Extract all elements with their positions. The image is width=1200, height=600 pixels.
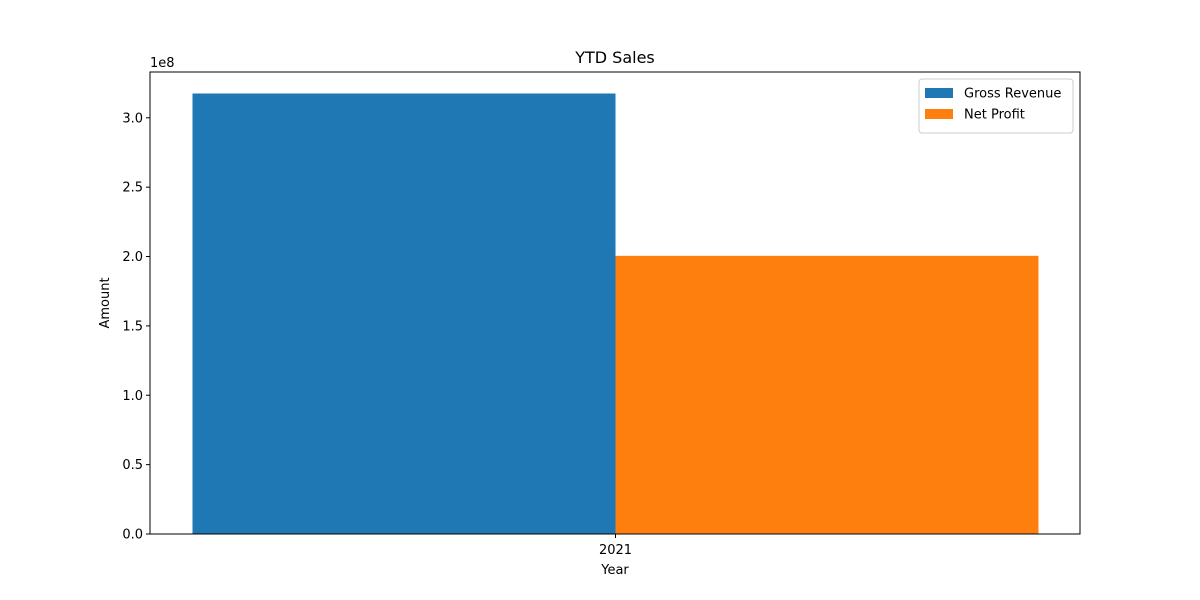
y-tick-label: 3.0	[122, 111, 143, 126]
y-tick-label: 1.0	[122, 389, 143, 404]
chart-title: YTD Sales	[574, 48, 655, 67]
y-tick-label: 0.0	[122, 528, 143, 543]
bars-layer	[192, 93, 1039, 534]
bar-net-profit-2021	[615, 255, 1039, 534]
legend-label: Gross Revenue	[964, 87, 1061, 102]
legend: Gross Revenue Net Profit	[918, 78, 1074, 134]
legend-swatch	[925, 109, 953, 119]
x-tick-label: 2021	[599, 543, 632, 558]
legend-label: Net Profit	[964, 108, 1025, 123]
legend-frame	[918, 78, 1074, 134]
y-tick-label: 2.0	[122, 250, 143, 265]
x-axis: 2021	[599, 534, 632, 558]
y-tick-label: 0.5	[122, 458, 143, 473]
legend-swatch	[925, 88, 953, 98]
y-axis: 0.0 0.5 1.0 1.5 2.0 2.5 3.0	[122, 111, 150, 543]
y-tick-label: 2.5	[122, 181, 143, 196]
y-axis-label: Amount	[98, 277, 113, 328]
x-axis-label: Year	[600, 563, 629, 578]
bar-gross-revenue-2021	[192, 93, 616, 534]
y-axis-offset-label: 1e8	[150, 56, 175, 71]
y-tick-label: 1.5	[122, 319, 143, 334]
